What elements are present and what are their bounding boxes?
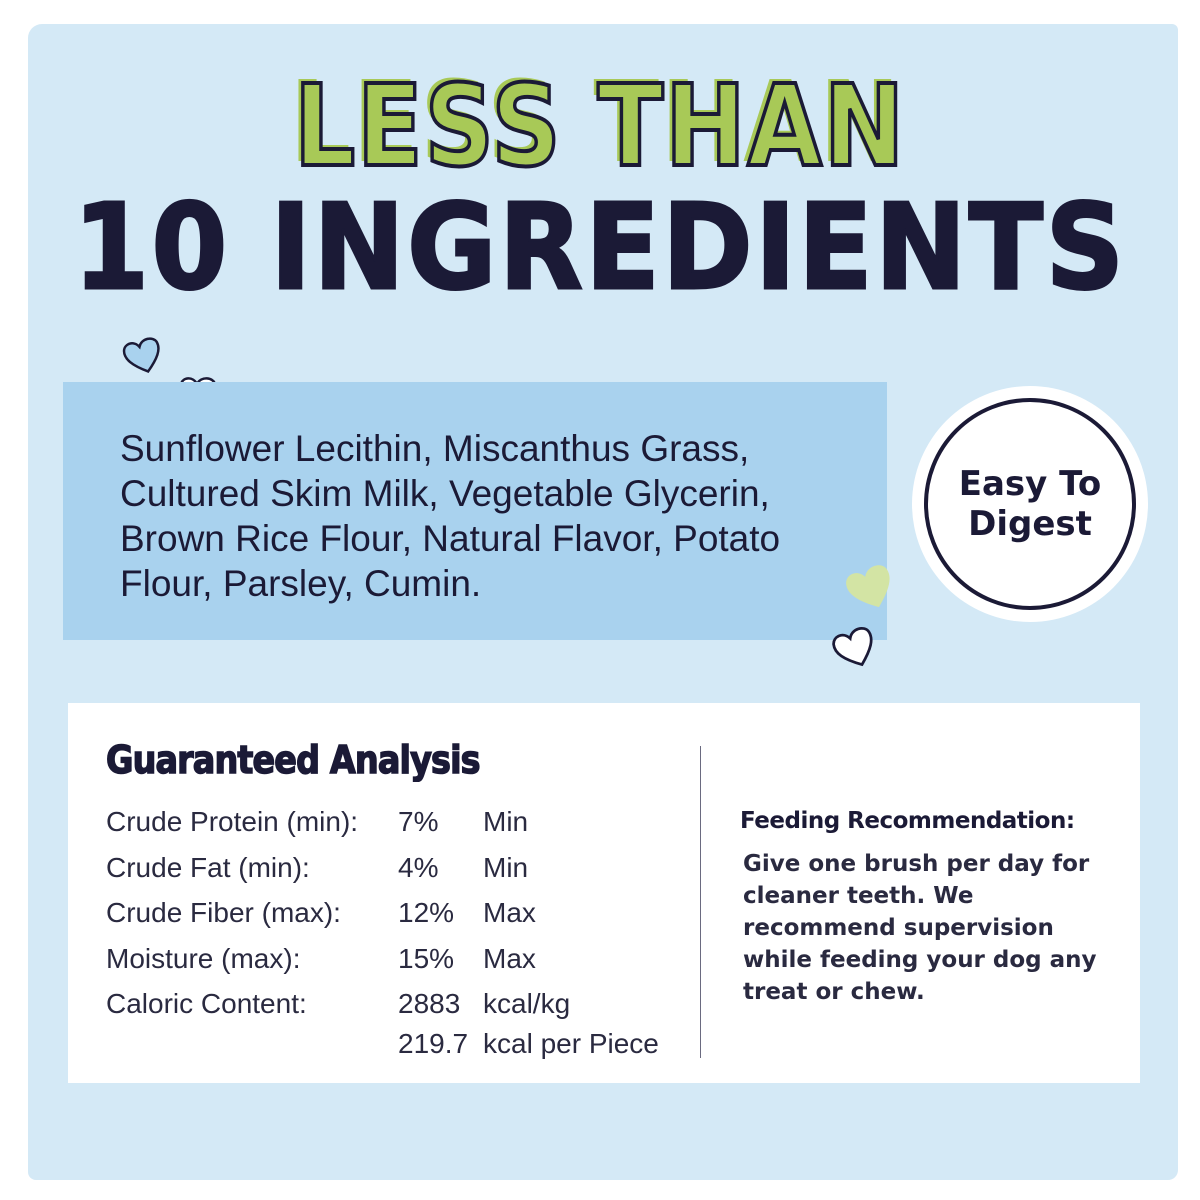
- row-value: 219.7: [398, 1028, 469, 1059]
- row-value: 2883: [398, 988, 461, 1019]
- row-unit: Max: [483, 897, 536, 928]
- ingredients-list: Sunflower Lecithin, Miscanthus Grass, Cu…: [120, 428, 781, 604]
- row-value: 15%: [398, 943, 455, 974]
- ingredients-box: [63, 382, 887, 640]
- badge-line2: Digest: [968, 504, 1092, 544]
- badge-ring: Easy To Digest: [924, 398, 1136, 610]
- row-label: Crude Fat (min):: [106, 852, 310, 883]
- row-value: 12%: [398, 897, 455, 928]
- row-unit: kcal per Piece: [483, 1028, 659, 1059]
- headline-line2: 10 INGREDIENTS: [72, 177, 1127, 318]
- feeding-title: Feeding Recommendation:: [740, 808, 1075, 834]
- heart-icon-blue: [122, 337, 160, 373]
- badge-line1: Easy To: [958, 464, 1102, 504]
- row-value: 4%: [398, 852, 439, 883]
- row-label: Crude Protein (min):: [106, 806, 359, 837]
- analysis-title: Guaranteed Analysis: [105, 737, 481, 783]
- row-unit: Min: [483, 852, 529, 883]
- heart-icon-green: [846, 565, 890, 608]
- row-unit: kcal/kg: [483, 988, 571, 1019]
- headline-line1: LESS THAN: [292, 60, 907, 194]
- feeding-text: Give one brush per day for cleaner teeth…: [743, 851, 1097, 1005]
- row-label: Moisture (max):: [106, 943, 301, 974]
- row-value: 7%: [398, 806, 439, 837]
- analysis-card: [68, 703, 1140, 1083]
- row-label: Crude Fiber (max):: [106, 897, 341, 928]
- column-divider: [700, 746, 701, 1058]
- row-label: Caloric Content:: [106, 988, 307, 1019]
- easy-to-digest-badge: Easy To Digest: [912, 386, 1148, 622]
- heart-icon-white: [832, 626, 873, 667]
- row-unit: Max: [483, 943, 536, 974]
- row-unit: Min: [483, 806, 529, 837]
